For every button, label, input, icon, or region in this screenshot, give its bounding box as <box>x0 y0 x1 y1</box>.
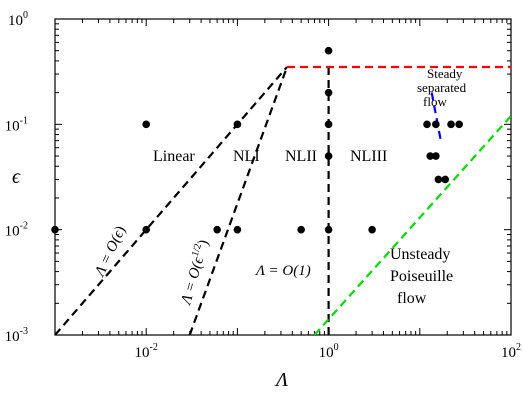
chart-line-5 <box>313 115 511 335</box>
region-label-nlii: NLII <box>285 148 317 165</box>
data-point <box>324 152 333 160</box>
y-tick-label: 100 <box>8 10 28 29</box>
data-point <box>51 225 59 234</box>
data-point <box>324 88 333 97</box>
y-tick-label: 10-2 <box>5 221 28 240</box>
chart-line-1 <box>188 66 289 335</box>
y-axis-label: ϵ <box>12 166 21 188</box>
data-point <box>455 120 463 129</box>
data-point <box>213 225 221 234</box>
data-point <box>426 152 434 160</box>
data-point <box>324 225 333 234</box>
data-points <box>51 46 463 234</box>
data-point <box>142 120 150 129</box>
data-point <box>441 175 450 184</box>
data-point <box>447 120 455 129</box>
region-label-nliii: NLIII <box>350 148 387 165</box>
y-tick-label: 10-1 <box>5 115 28 134</box>
data-point <box>432 120 440 129</box>
steady-annotation-line1: Steady <box>427 66 463 81</box>
chart-line-4 <box>430 92 442 141</box>
steady-annotation-line2: separated <box>417 80 467 95</box>
data-point <box>233 120 242 129</box>
data-point <box>432 152 440 160</box>
data-point <box>142 225 150 234</box>
unsteady-annotation-line3: flow <box>397 290 427 307</box>
unsteady-annotation-line1: Unsteady <box>390 246 450 263</box>
data-point <box>324 120 333 129</box>
unsteady-annotation-line2: Poiseuille <box>390 268 453 285</box>
tick-labels: 10-2 100 102 10-3 10-2 10-1 100 <box>5 10 521 361</box>
x-axis-label: Λ <box>274 369 288 391</box>
annotation-lambda-o-one: Λ = O(1) <box>254 263 311 279</box>
chart-line-0 <box>55 66 288 335</box>
tick-marks <box>54 18 512 336</box>
data-point <box>434 175 443 184</box>
data-point <box>368 225 376 234</box>
data-point <box>324 46 333 55</box>
data-point <box>423 120 431 129</box>
data-point <box>297 225 305 234</box>
x-tick-label: 100 <box>319 342 339 361</box>
x-tick-label: 102 <box>501 342 521 361</box>
chart-lines <box>55 65 511 335</box>
x-tick-label: 10-2 <box>135 342 158 361</box>
y-tick-label: 10-3 <box>5 326 28 345</box>
steady-annotation-line3: flow <box>423 94 447 109</box>
data-point <box>233 225 242 234</box>
annotation-lambda-o-sqrt-eps: Λ = O(ϵ1/2) <box>176 238 212 308</box>
region-label-nli: NLI <box>233 148 260 165</box>
plot-frame <box>54 18 512 336</box>
region-label-linear: Linear <box>153 148 195 165</box>
